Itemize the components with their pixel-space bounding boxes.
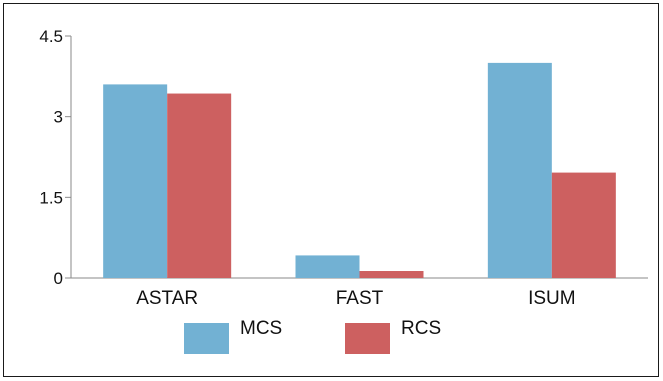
legend-swatch-rcs [345,323,390,354]
legend-label-rcs: RCS [401,318,441,339]
bar-rcs-astar [167,93,232,278]
x-category-label: ASTAR [136,288,198,309]
legend-label-mcs: MCS [240,318,282,339]
bar-mcs-isum [487,62,552,279]
bars [103,62,616,279]
bar-rcs-fast [359,271,424,278]
y-tick-labels: 0 1.5 3 4.5 [39,27,63,288]
x-category-label: ISUM [528,288,576,309]
x-category-label: FAST [336,288,384,309]
legend: MCS RCS [184,318,441,354]
bar-rcs-isum [551,172,616,278]
x-category-labels: ASTAR FAST ISUM [136,288,575,309]
y-tick-label: 1.5 [39,188,63,207]
bar-mcs-fast [295,255,360,278]
y-tick-label: 0 [54,269,63,288]
y-tick-label: 4.5 [39,27,63,46]
y-tick-label: 3 [54,108,63,127]
legend-swatch-mcs [184,323,229,354]
bar-mcs-astar [103,84,168,279]
